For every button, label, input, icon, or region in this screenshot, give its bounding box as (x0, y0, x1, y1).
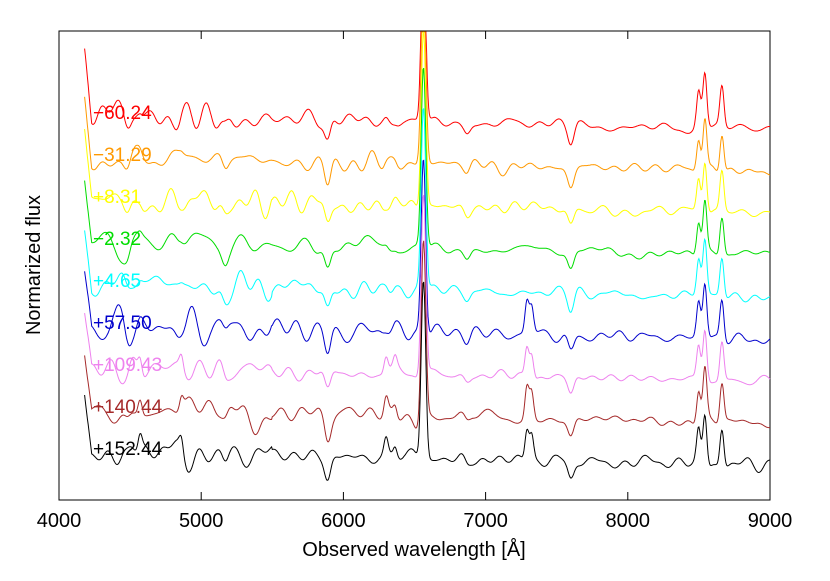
x-tick-label: 7000 (463, 510, 508, 532)
x-tick-label: 5000 (179, 510, 224, 532)
x-axis-title: Observed wavelength [Å] (302, 538, 525, 561)
spectrum-line (84, 159, 771, 355)
phase-label: +109.43 (93, 355, 162, 376)
series-layer (84, 31, 771, 481)
spectrum-line (84, 240, 771, 443)
x-tick-label: 4000 (37, 510, 82, 532)
phase-label: +152.44 (93, 439, 163, 460)
x-tick-label: 8000 (606, 510, 651, 532)
x-tick-label: 6000 (321, 510, 366, 532)
spectrum-line (84, 194, 771, 394)
spectrum-line (84, 281, 770, 481)
y-axis-title: Normarized flux (23, 195, 45, 335)
phase-label: −2.32 (93, 229, 141, 250)
spectrum-line (84, 31, 771, 146)
spectrum-line (84, 67, 771, 269)
phase-label: +140.44 (93, 397, 163, 418)
spectrum-line (84, 31, 771, 224)
x-tick-label: 9000 (748, 510, 793, 532)
phase-label: +4.65 (93, 271, 141, 292)
label-layer: −60.24 −31.29 +8.31 −2.32 +4.65 +57.50 +109.43… (93, 103, 163, 460)
phase-label: +57.50 (93, 313, 152, 334)
tick-layer: 4000 5000 6000 7000 8000 9000 (37, 31, 793, 532)
phase-label: +8.31 (93, 187, 141, 208)
spectrum-line (84, 31, 771, 189)
phase-label: −60.24 (93, 103, 152, 124)
plot-area (58, 30, 771, 501)
spectrum-line (84, 108, 771, 313)
phase-label: −31.29 (93, 145, 152, 166)
